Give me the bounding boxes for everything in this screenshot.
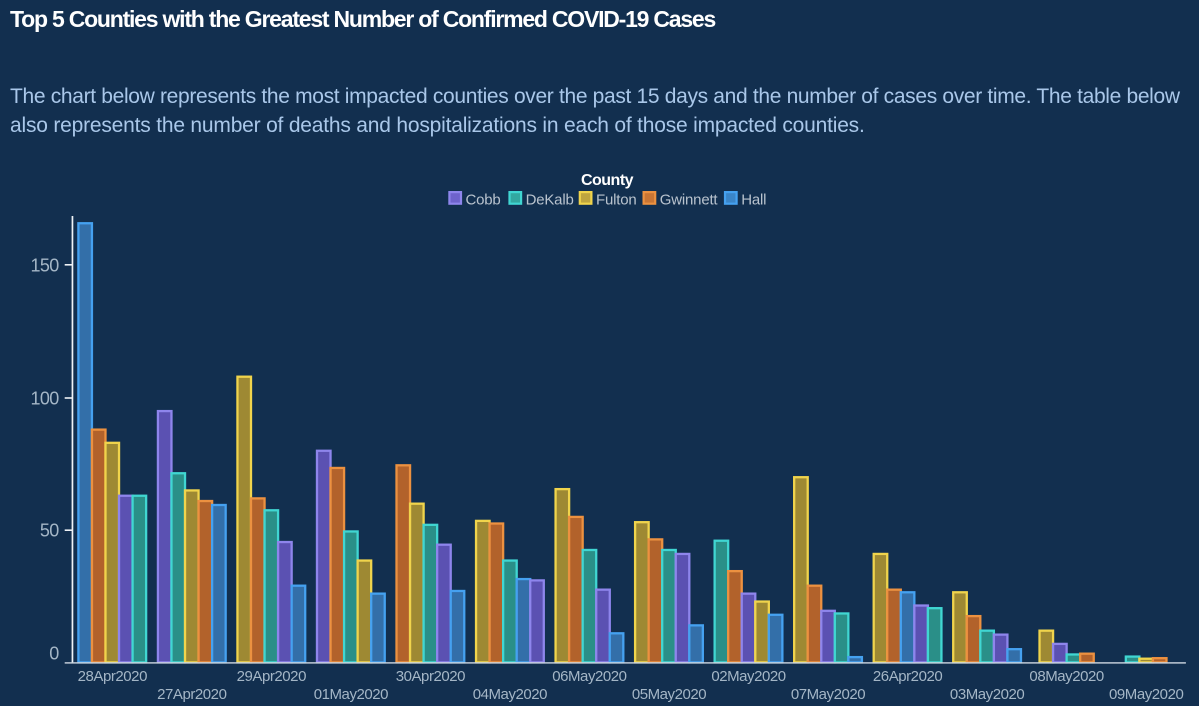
svg-text:100: 100 [30,389,59,409]
svg-text:150: 150 [30,255,59,275]
svg-text:28Apr2020: 28Apr2020 [78,668,147,685]
svg-text:Fulton: Fulton [596,191,637,208]
svg-text:Cobb: Cobb [466,191,501,208]
svg-text:01May2020: 01May2020 [314,686,388,703]
svg-text:26Apr2020: 26Apr2020 [873,668,942,685]
svg-text:50: 50 [40,521,59,541]
svg-text:03May2020: 03May2020 [950,686,1024,703]
svg-text:0: 0 [49,644,59,664]
svg-text:04May2020: 04May2020 [473,686,547,703]
svg-text:06May2020: 06May2020 [552,668,626,685]
svg-text:DeKalb: DeKalb [526,191,574,208]
svg-text:05May2020: 05May2020 [632,686,706,703]
svg-text:30Apr2020: 30Apr2020 [396,668,465,685]
svg-text:27Apr2020: 27Apr2020 [157,686,226,703]
svg-text:07May2020: 07May2020 [791,686,865,703]
svg-text:Gwinnett: Gwinnett [660,191,719,208]
svg-text:County: County [581,172,634,189]
svg-text:08May2020: 08May2020 [1029,668,1103,685]
svg-text:Hall: Hall [741,191,766,208]
svg-text:09May2020: 09May2020 [1109,686,1183,703]
svg-text:02May2020: 02May2020 [711,668,785,685]
svg-text:29Apr2020: 29Apr2020 [237,668,306,685]
